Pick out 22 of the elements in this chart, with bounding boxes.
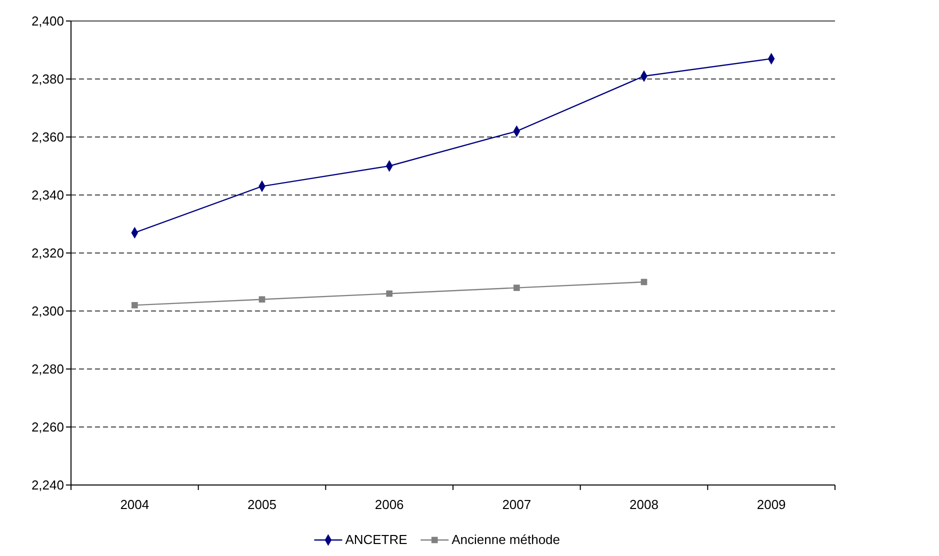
x-tick-label: 2006 bbox=[374, 497, 404, 512]
x-tick-label: 2007 bbox=[502, 497, 532, 512]
x-tick-label: 2005 bbox=[248, 497, 276, 512]
y-tick-label: 2,280 bbox=[31, 362, 64, 377]
y-tick-label: 2,360 bbox=[31, 130, 64, 145]
legend-label: ANCETRE bbox=[345, 532, 408, 547]
x-tick-label: 2008 bbox=[630, 497, 658, 512]
y-tick-label: 2,260 bbox=[31, 420, 64, 435]
y-tick-label: 2,320 bbox=[31, 246, 64, 261]
point bbox=[132, 302, 138, 308]
point bbox=[514, 284, 520, 291]
y-tick-label: 2,400 bbox=[31, 14, 64, 29]
x-tick-label: 2004 bbox=[120, 497, 150, 512]
y-tick-label: 2,380 bbox=[31, 72, 64, 87]
point bbox=[386, 290, 392, 297]
y-tick-label: 2,240 bbox=[31, 478, 64, 493]
point bbox=[258, 296, 266, 303]
legend-label: Ancienne méthode bbox=[452, 532, 560, 547]
y-tick-label: 2,340 bbox=[31, 188, 64, 203]
x-tick-label: 2009 bbox=[756, 497, 786, 512]
y-tick-label: 2,300 bbox=[31, 304, 64, 319]
point bbox=[640, 278, 648, 286]
